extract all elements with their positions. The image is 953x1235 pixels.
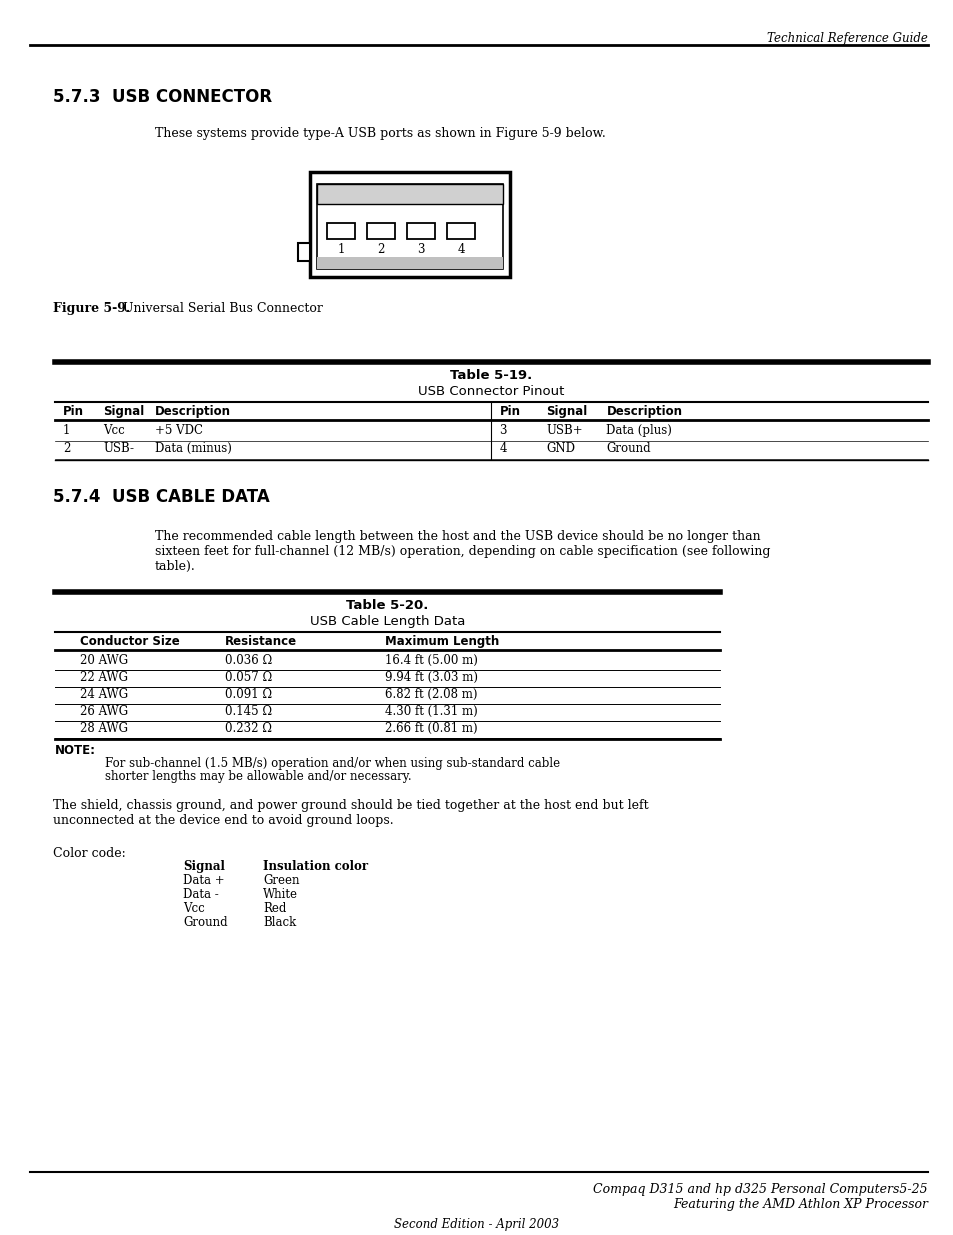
Text: 0.057 Ω: 0.057 Ω bbox=[225, 671, 272, 684]
Text: Data -: Data - bbox=[183, 888, 218, 902]
Text: Data (minus): Data (minus) bbox=[154, 442, 232, 454]
Text: Color code:: Color code: bbox=[53, 847, 126, 860]
Bar bbox=[447, 224, 475, 240]
Text: 4.30 ft (1.31 m): 4.30 ft (1.31 m) bbox=[385, 705, 477, 718]
Text: Signal: Signal bbox=[546, 405, 587, 417]
Text: White: White bbox=[263, 888, 297, 902]
Text: 0.232 Ω: 0.232 Ω bbox=[225, 722, 272, 735]
Text: Figure 5-9.: Figure 5-9. bbox=[53, 303, 131, 315]
Text: Table 5-20.: Table 5-20. bbox=[346, 599, 428, 613]
Text: Technical Reference Guide: Technical Reference Guide bbox=[766, 32, 927, 44]
Text: USB Connector Pinout: USB Connector Pinout bbox=[417, 385, 564, 398]
Text: 28 AWG: 28 AWG bbox=[80, 722, 128, 735]
Text: 1: 1 bbox=[337, 243, 344, 256]
Text: 2: 2 bbox=[63, 442, 71, 454]
Text: USB Cable Length Data: USB Cable Length Data bbox=[310, 615, 465, 629]
Bar bbox=[316, 184, 502, 269]
Text: 0.036 Ω: 0.036 Ω bbox=[225, 655, 272, 667]
Bar bbox=[327, 224, 355, 240]
Text: USB+: USB+ bbox=[546, 424, 582, 437]
Text: GND: GND bbox=[546, 442, 575, 454]
Bar bbox=[316, 184, 502, 204]
Text: shorter lengths may be allowable and/or necessary.: shorter lengths may be allowable and/or … bbox=[105, 769, 411, 783]
Text: Conductor Size: Conductor Size bbox=[80, 635, 179, 648]
Text: The recommended cable length between the host and the USB device should be no lo: The recommended cable length between the… bbox=[154, 530, 760, 543]
Text: 26 AWG: 26 AWG bbox=[80, 705, 128, 718]
Text: 2.66 ft (0.81 m): 2.66 ft (0.81 m) bbox=[385, 722, 477, 735]
Text: table).: table). bbox=[154, 559, 195, 573]
Text: Featuring the AMD Athlon XP Processor: Featuring the AMD Athlon XP Processor bbox=[672, 1198, 927, 1212]
Text: 3: 3 bbox=[416, 243, 424, 256]
Text: Resistance: Resistance bbox=[225, 635, 296, 648]
Text: Signal: Signal bbox=[183, 860, 225, 873]
Text: 4: 4 bbox=[499, 442, 506, 454]
Text: Compaq D315 and hp d325 Personal Computers5-25: Compaq D315 and hp d325 Personal Compute… bbox=[593, 1183, 927, 1195]
Text: Vcc: Vcc bbox=[103, 424, 125, 437]
Text: Table 5-19.: Table 5-19. bbox=[450, 369, 532, 382]
Text: Description: Description bbox=[154, 405, 231, 417]
Text: 9.94 ft (3.03 m): 9.94 ft (3.03 m) bbox=[385, 671, 477, 684]
Text: 16.4 ft (5.00 m): 16.4 ft (5.00 m) bbox=[385, 655, 477, 667]
Text: 1: 1 bbox=[63, 424, 71, 437]
Text: 6.82 ft (2.08 m): 6.82 ft (2.08 m) bbox=[385, 688, 477, 701]
Text: Signal: Signal bbox=[103, 405, 144, 417]
Text: 0.091 Ω: 0.091 Ω bbox=[225, 688, 272, 701]
Text: Maximum Length: Maximum Length bbox=[385, 635, 498, 648]
Bar bbox=[316, 257, 502, 269]
Text: 24 AWG: 24 AWG bbox=[80, 688, 128, 701]
Text: USB-: USB- bbox=[103, 442, 133, 454]
Text: These systems provide type-A USB ports as shown in Figure 5-9 below.: These systems provide type-A USB ports a… bbox=[154, 127, 605, 140]
Bar bbox=[367, 224, 395, 240]
Bar bbox=[316, 184, 502, 204]
Text: Ground: Ground bbox=[183, 916, 228, 929]
Text: 22 AWG: 22 AWG bbox=[80, 671, 128, 684]
Text: NOTE:: NOTE: bbox=[55, 743, 96, 757]
Text: Data +: Data + bbox=[183, 874, 224, 887]
Text: Second Edition - April 2003: Second Edition - April 2003 bbox=[394, 1218, 559, 1231]
Text: Pin: Pin bbox=[63, 405, 84, 417]
Text: +5 VDC: +5 VDC bbox=[154, 424, 203, 437]
Text: Description: Description bbox=[606, 405, 681, 417]
Text: 4: 4 bbox=[456, 243, 464, 256]
Text: unconnected at the device end to avoid ground loops.: unconnected at the device end to avoid g… bbox=[53, 814, 394, 827]
Text: Universal Serial Bus Connector: Universal Serial Bus Connector bbox=[111, 303, 322, 315]
Text: The shield, chassis ground, and power ground should be tied together at the host: The shield, chassis ground, and power gr… bbox=[53, 799, 648, 811]
Text: 2: 2 bbox=[377, 243, 384, 256]
Text: Ground: Ground bbox=[606, 442, 651, 454]
Text: Red: Red bbox=[263, 902, 286, 915]
Text: Vcc: Vcc bbox=[183, 902, 205, 915]
Text: For sub-channel (1.5 MB/s) operation and/or when using sub-standard cable: For sub-channel (1.5 MB/s) operation and… bbox=[105, 757, 559, 769]
Bar bbox=[297, 243, 310, 261]
Text: 5.7.3  USB CONNECTOR: 5.7.3 USB CONNECTOR bbox=[53, 88, 272, 106]
Text: 5.7.4  USB CABLE DATA: 5.7.4 USB CABLE DATA bbox=[53, 488, 270, 506]
Text: Insulation color: Insulation color bbox=[263, 860, 368, 873]
Bar bbox=[310, 172, 510, 277]
Text: Black: Black bbox=[263, 916, 296, 929]
Text: Pin: Pin bbox=[499, 405, 520, 417]
Text: 3: 3 bbox=[499, 424, 506, 437]
Text: 0.145 Ω: 0.145 Ω bbox=[225, 705, 272, 718]
Text: 20 AWG: 20 AWG bbox=[80, 655, 128, 667]
Bar bbox=[407, 224, 435, 240]
Text: Data (plus): Data (plus) bbox=[606, 424, 672, 437]
Text: sixteen feet for full-channel (12 MB/s) operation, depending on cable specificat: sixteen feet for full-channel (12 MB/s) … bbox=[154, 545, 770, 558]
Text: Green: Green bbox=[263, 874, 299, 887]
